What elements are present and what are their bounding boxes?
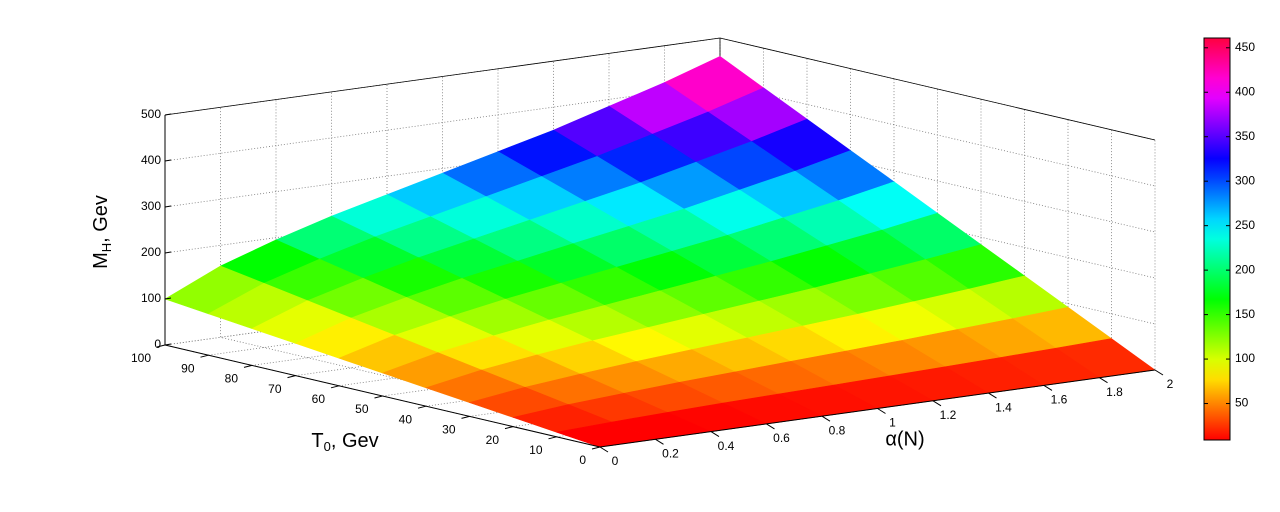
x-tick xyxy=(599,446,609,453)
y-tick xyxy=(374,395,383,399)
x-axis-label: α(N) xyxy=(885,428,924,450)
colorbar-fill xyxy=(1203,37,1231,441)
surface xyxy=(164,56,1156,448)
x-tick-label: 1.4 xyxy=(995,400,1012,414)
y-tick xyxy=(591,446,601,450)
axes: 00.20.40.60.811.21.41.61.820102030405060… xyxy=(131,107,1174,468)
z-label-tail: , Gev xyxy=(90,195,112,243)
x-tick xyxy=(1043,384,1053,391)
y-tick xyxy=(330,385,340,389)
grid-line xyxy=(164,129,1156,233)
x-tick xyxy=(1154,369,1164,376)
grid-line xyxy=(386,84,823,417)
grid-line xyxy=(220,107,656,440)
y-tick-label: 50 xyxy=(355,402,369,416)
y-tick-label: 80 xyxy=(225,372,239,386)
colorbar-tick-label: 350 xyxy=(1235,129,1255,143)
y-tick-label: 0 xyxy=(579,453,586,467)
grid-line xyxy=(442,76,878,409)
colorbar-tick-label: 100 xyxy=(1235,351,1255,365)
y-tick-label: 100 xyxy=(131,351,151,365)
x-tick xyxy=(1099,377,1108,384)
colorbar-tick-label: 50 xyxy=(1235,396,1249,410)
z-tick xyxy=(164,297,172,300)
x-tick-label: 0 xyxy=(612,454,619,468)
y-label-base: T xyxy=(311,430,323,452)
y-tick xyxy=(504,426,514,430)
z-tick xyxy=(164,113,172,116)
x-tick-label: 0.6 xyxy=(773,431,790,445)
z-tick-label: 300 xyxy=(141,199,161,213)
y-tick-label: 70 xyxy=(268,382,282,396)
y-tick-label: 90 xyxy=(181,361,195,375)
x-tick-label: 1.6 xyxy=(1051,393,1068,407)
z-tick xyxy=(164,251,172,254)
x-tick-label: 1.2 xyxy=(940,408,957,422)
grid-line xyxy=(164,83,1156,187)
y-tick xyxy=(461,415,470,419)
x-tick xyxy=(710,431,720,438)
colorbar-tick-label: 150 xyxy=(1235,307,1255,321)
x-tick-label: 1 xyxy=(889,416,896,430)
z-tick-label: 200 xyxy=(141,245,161,259)
x-tick xyxy=(655,438,664,445)
x-tick-label: 0.8 xyxy=(829,423,846,437)
x-tick xyxy=(821,415,831,422)
y-tick xyxy=(200,354,209,358)
y-tick-label: 20 xyxy=(486,433,500,447)
z-label-base: M xyxy=(90,252,112,269)
z-label-sub: H xyxy=(99,243,114,252)
x-tick xyxy=(988,392,997,399)
y-tick-label: 40 xyxy=(399,412,413,426)
grid-line xyxy=(275,99,712,432)
y-tick xyxy=(243,364,253,368)
y-label-tail: , Gev xyxy=(331,430,379,452)
z-tick-label: 400 xyxy=(141,153,161,167)
grid-line xyxy=(497,68,934,402)
z-tick-label: 500 xyxy=(141,107,161,121)
y-label-sub: 0 xyxy=(324,439,331,454)
x-tick-label: 2 xyxy=(1167,377,1174,391)
z-tick-label: 0 xyxy=(154,337,161,351)
colorbar-tick-label: 200 xyxy=(1235,262,1255,276)
z-tick xyxy=(164,205,172,208)
x-tick-label: 0.4 xyxy=(718,439,735,453)
colorbar: 50 100 150 200 250 300 350 400 450 xyxy=(1203,37,1255,441)
z-axis-label: MH, Gev xyxy=(90,195,114,269)
colorbar-tick-label: 250 xyxy=(1235,218,1255,232)
y-axis-label: T0, Gev xyxy=(311,430,378,454)
z-tick xyxy=(164,343,172,346)
y-tick xyxy=(287,375,296,379)
z-tick xyxy=(164,159,172,162)
colorbar-tick-label: 300 xyxy=(1235,173,1255,187)
colorbar-tick-label: 400 xyxy=(1235,84,1255,98)
x-tick xyxy=(766,423,775,430)
y-tick xyxy=(156,344,166,348)
y-tick-label: 30 xyxy=(442,423,456,437)
colorbar-tick-label: 450 xyxy=(1235,40,1255,54)
y-tick xyxy=(548,436,557,440)
y-tick-label: 10 xyxy=(529,443,543,457)
z-tick-label: 100 xyxy=(141,291,161,305)
x-tick-label: 1.8 xyxy=(1106,385,1123,399)
y-tick xyxy=(417,405,427,409)
x-tick-label: 0.2 xyxy=(662,446,679,460)
x-tick xyxy=(932,400,942,407)
y-tick-label: 60 xyxy=(312,392,326,406)
grid-line xyxy=(331,91,767,425)
x-tick xyxy=(877,408,886,414)
